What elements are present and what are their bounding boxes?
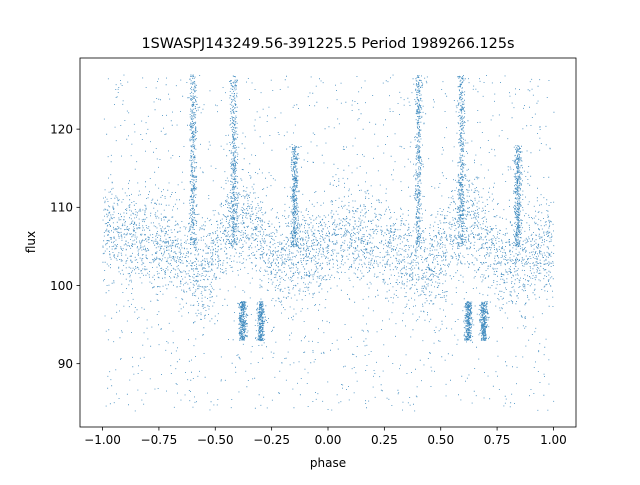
x-tick-label: −0.25 bbox=[253, 433, 290, 447]
x-tick-label: −0.75 bbox=[141, 433, 178, 447]
y-tick-label: 100 bbox=[50, 279, 73, 293]
y-axis: 90 100 110 120 bbox=[50, 122, 80, 371]
x-axis-label: phase bbox=[310, 456, 346, 470]
y-tick-label: 120 bbox=[50, 122, 73, 136]
y-tick-label: 90 bbox=[58, 357, 73, 371]
chart-title: 1SWASPJ143249.56-391225.5 Period 1989266… bbox=[142, 36, 515, 52]
x-tick-label: −0.50 bbox=[197, 433, 234, 447]
y-tick-label: 110 bbox=[50, 201, 73, 215]
x-tick-label: 0.50 bbox=[427, 433, 454, 447]
x-axis: −1.00 −0.75 −0.50 −0.25 0.00 0.25 0.50 0.75 1.00 bbox=[84, 427, 567, 447]
x-tick-label: 0.00 bbox=[315, 433, 342, 447]
x-tick-label: −1.00 bbox=[84, 433, 121, 447]
y-axis-label: flux bbox=[24, 231, 38, 253]
x-tick-label: 0.75 bbox=[484, 433, 511, 447]
x-tick-label: 0.25 bbox=[371, 433, 398, 447]
x-tick-label: 1.00 bbox=[540, 433, 567, 447]
